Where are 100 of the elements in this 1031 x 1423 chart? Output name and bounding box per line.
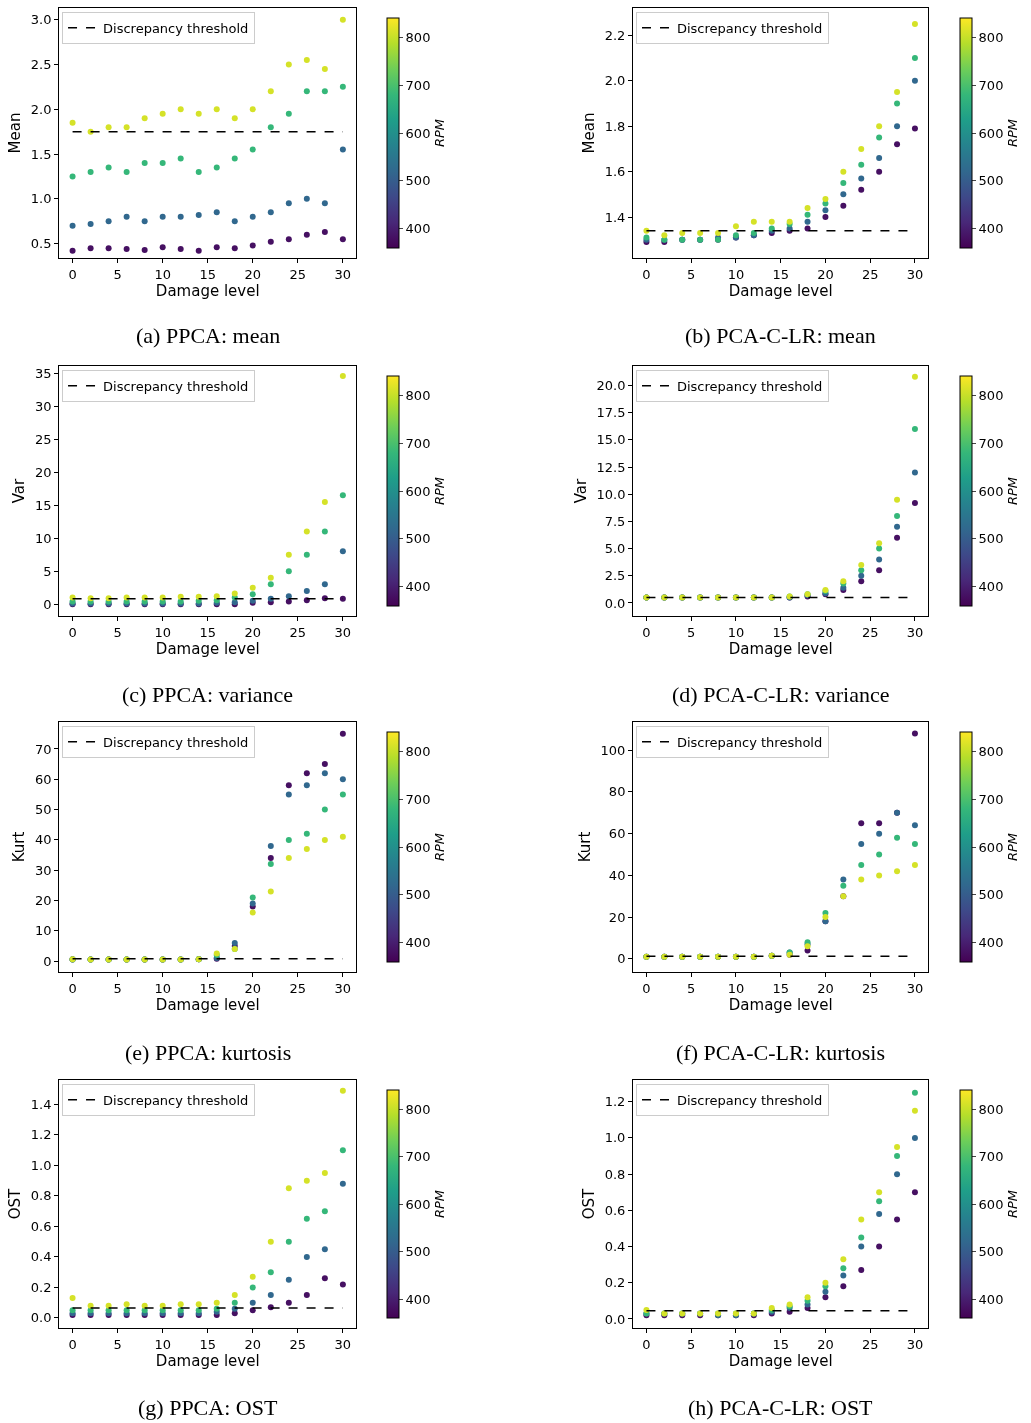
color-bar-label: 500 [978,173,1004,189]
y-tick-label: 40 [34,832,52,848]
color-bar-label: 500 [978,887,1004,903]
x-tick-label: 0 [642,624,651,640]
y-tick-label: 50 [34,802,52,818]
y-tick-label: 25 [34,431,52,447]
legend-label: Discrepancy threshold [103,1092,249,1108]
color-bar-label: 800 [405,387,431,403]
x-tick-label: 30 [906,1336,924,1352]
color-bar-label: 600 [978,1196,1004,1212]
x-tick-label: 0 [642,980,651,996]
x-axis-title: Damage level [728,639,833,658]
x-tick-label: 30 [334,980,352,996]
y-tick-label: 1.0 [604,1130,626,1146]
x-tick-label: 20 [244,1336,262,1352]
y-tick-label: 20 [34,893,52,909]
x-axis-title: Damage level [155,1351,260,1370]
x-tick-label: 25 [289,266,307,282]
y-tick-label: 0 [43,953,52,969]
color-bar-label: 400 [978,221,1004,237]
x-tick-label: 20 [244,266,262,282]
y-axis-title: Mean [6,112,25,154]
y-tick-label: 0.6 [30,1218,52,1234]
y-tick-label: 7.5 [604,513,626,529]
x-axis-title: Damage level [155,639,260,658]
color-bar-title: RPM [432,476,448,506]
x-tick-label: 5 [687,980,696,996]
y-axis-title: Var [571,477,590,504]
y-tick-label: 0.5 [30,236,52,252]
x-tick-label: 0 [642,1336,651,1352]
color-bar-label: 600 [978,483,1004,499]
color-bar-label: 700 [405,77,431,93]
y-tick-label: 0 [617,951,626,967]
legend-label: Discrepancy threshold [676,734,823,750]
legend-label: Discrepancy threshold [676,20,823,36]
legend-label: Discrepancy threshold [103,734,249,750]
y-tick-label: 0.2 [30,1279,52,1295]
x-tick-label: 30 [334,1336,352,1352]
color-bar-label: 700 [978,435,1004,451]
y-tick-label: 80 [608,784,626,800]
color-bar-label: 700 [978,1149,1004,1165]
y-axis-title: OST [6,1187,25,1220]
color-bar-title: RPM [1005,476,1021,506]
x-axis-title: Damage level [728,1351,833,1370]
color-bar-label: 400 [978,579,1004,595]
color-bar-label: 500 [405,531,431,547]
legend-label: Discrepancy threshold [676,378,823,394]
color-bar-label: 400 [405,935,431,951]
y-tick-label: 2.5 [30,57,52,72]
y-axis-title: Kurt [10,831,29,863]
color-bar-label: 600 [405,125,431,141]
x-tick-label: 20 [817,624,834,640]
y-tick-label: 70 [34,741,52,757]
x-tick-label: 10 [727,1336,745,1352]
y-tick-label: 0.0 [604,595,626,611]
x-tick-label: 10 [727,980,745,996]
y-tick-label: 20.0 [596,378,626,394]
text: (e) PPCA: kurtosis [125,1040,292,1065]
color-bar-label: 800 [405,743,431,759]
y-tick-label: 1.0 [30,191,52,207]
color-bar-label: 500 [405,1244,431,1260]
y-tick-label: 20 [34,464,52,480]
x-tick-label: 5 [687,624,696,640]
x-tick-label: 5 [687,1336,696,1352]
color-bar-label: 600 [978,125,1004,141]
y-tick-label: 5.0 [604,541,626,557]
x-tick-label: 0 [68,980,77,996]
x-tick-label: 10 [154,266,171,282]
x-tick-label: 10 [727,624,745,640]
x-tick-label: 15 [772,1336,789,1352]
x-tick-label: 15 [199,1336,216,1352]
x-tick-label: 20 [817,1336,834,1352]
y-tick-label: 15.0 [596,432,626,448]
x-tick-label: 20 [244,980,262,996]
x-tick-label: 5 [113,1336,122,1352]
x-axis-title: Damage level [728,995,833,1014]
color-bar-label: 800 [978,1101,1004,1117]
x-axis-title: Damage level [155,995,260,1014]
color-bar-label: 800 [405,29,431,45]
color-bar-label: 500 [405,887,431,903]
x-tick-label: 5 [113,624,122,640]
x-tick-label: 0 [642,266,651,282]
legend-label: Discrepancy threshold [103,20,249,36]
x-tick-label: 10 [154,980,171,996]
y-tick-label: 60 [608,826,626,842]
y-tick-label: 1.6 [604,164,626,180]
x-tick-label: 5 [687,266,696,282]
y-tick-label: 30 [34,862,52,878]
y-tick-label: 1.2 [604,1094,626,1110]
color-bar-label: 800 [978,387,1004,403]
color-bar-label: 800 [978,743,1004,759]
y-tick-label: 0.4 [30,1249,52,1265]
y-axis-title: OST [579,1187,598,1220]
color-bar-title: RPM [1005,1189,1021,1219]
text: (c) PPCA: variance [122,682,294,707]
y-tick-label: 3.0 [30,12,52,28]
y-tick-label: 100 [600,742,626,758]
y-tick-label: 0.2 [604,1275,626,1291]
y-tick-label: 5 [43,563,52,579]
x-tick-label: 20 [244,624,262,640]
